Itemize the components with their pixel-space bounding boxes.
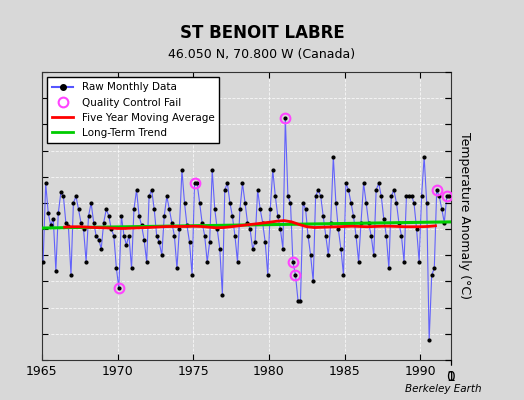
Legend: Raw Monthly Data, Quality Control Fail, Five Year Moving Average, Long-Term Tren: Raw Monthly Data, Quality Control Fail, …	[47, 77, 220, 143]
Text: Berkeley Earth: Berkeley Earth	[406, 384, 482, 394]
Text: ST BENOIT LABRE: ST BENOIT LABRE	[180, 24, 344, 42]
Y-axis label: Temperature Anomaly (°C): Temperature Anomaly (°C)	[457, 132, 471, 300]
Text: 46.050 N, 70.800 W (Canada): 46.050 N, 70.800 W (Canada)	[168, 48, 356, 61]
